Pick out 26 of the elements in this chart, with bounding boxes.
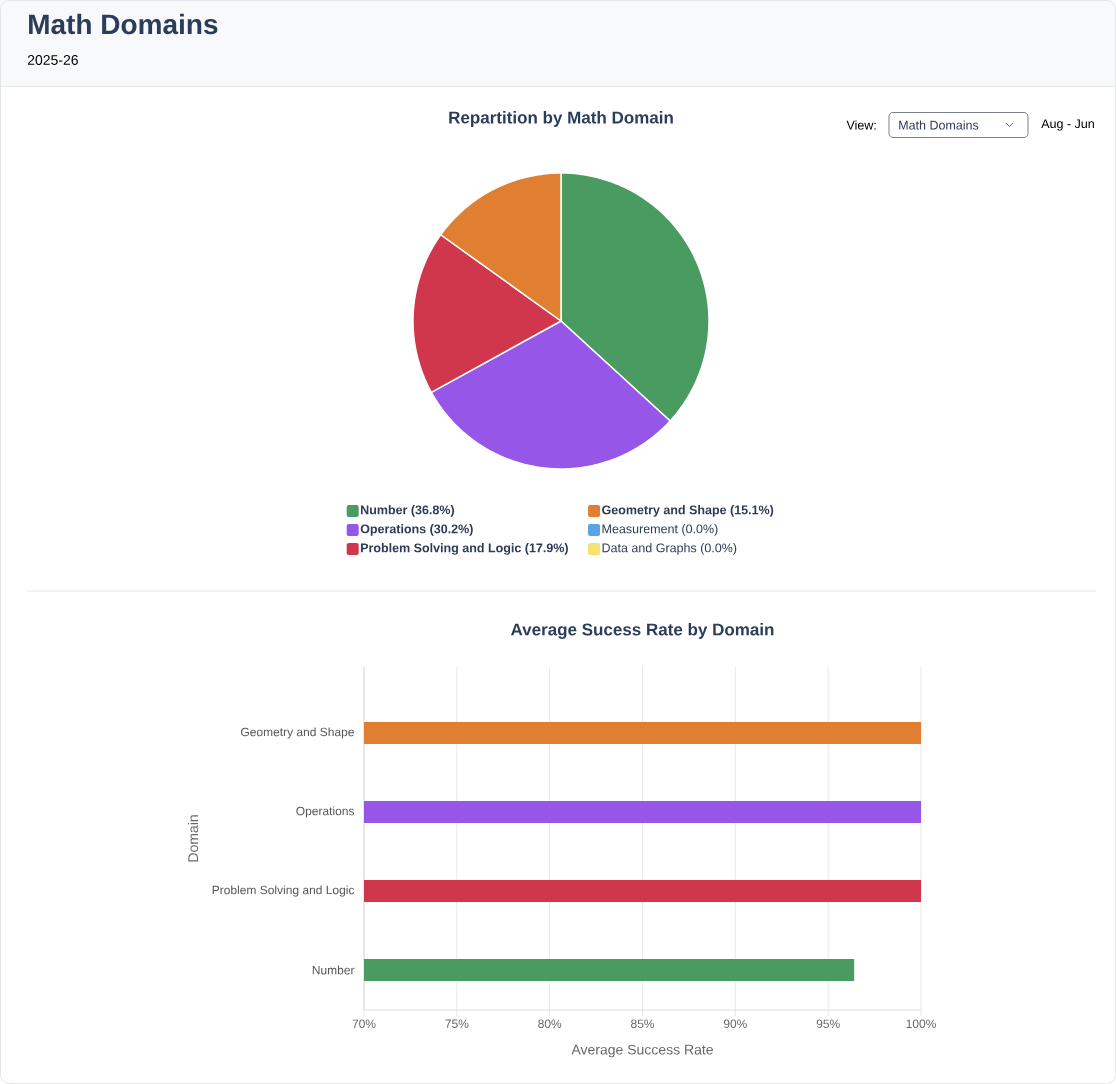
- legend-label: Geometry and Shape (15.1%): [602, 505, 774, 517]
- legend-label: Measurement (0.0%): [602, 524, 718, 536]
- x-tick-label: 95%: [816, 1019, 840, 1029]
- text: Math Domains: [29, 13, 218, 35]
- chart-title: Average Sucess Rate by Domain: [510, 623, 774, 639]
- y-tick-label: Problem Solving and Logic: [212, 885, 355, 897]
- legend-label: Number (36.8%): [361, 505, 455, 517]
- x-tick-label: 70%: [352, 1019, 376, 1029]
- chart-title: Repartition by Math Domain: [449, 111, 673, 127]
- x-tick-label: 75%: [445, 1019, 469, 1028]
- y-tick-label: Geometry and Shape: [241, 727, 354, 739]
- x-tick-label: 85%: [631, 1019, 655, 1029]
- legend-label: Operations (30.2%): [360, 524, 473, 536]
- x-tick-label: 80%: [538, 1019, 562, 1029]
- y-axis-title: Domain: [187, 815, 199, 862]
- x-tick-label: 100%: [906, 1019, 936, 1029]
- text: 2025-26: [27, 55, 78, 65]
- x-axis-title: Average Success Rate: [571, 1044, 713, 1058]
- text: Aug - Jun: [1041, 119, 1094, 131]
- y-tick-label: Operations: [296, 806, 355, 818]
- text: View:: [846, 120, 876, 130]
- text: Math Domains: [899, 120, 979, 130]
- legend-label: Problem Solving and Logic (17.9%): [361, 543, 568, 555]
- legend-label: Data and Graphs (0.0%): [602, 543, 737, 555]
- x-tick-label: 90%: [723, 1019, 747, 1029]
- y-tick-label: Number: [312, 965, 355, 975]
